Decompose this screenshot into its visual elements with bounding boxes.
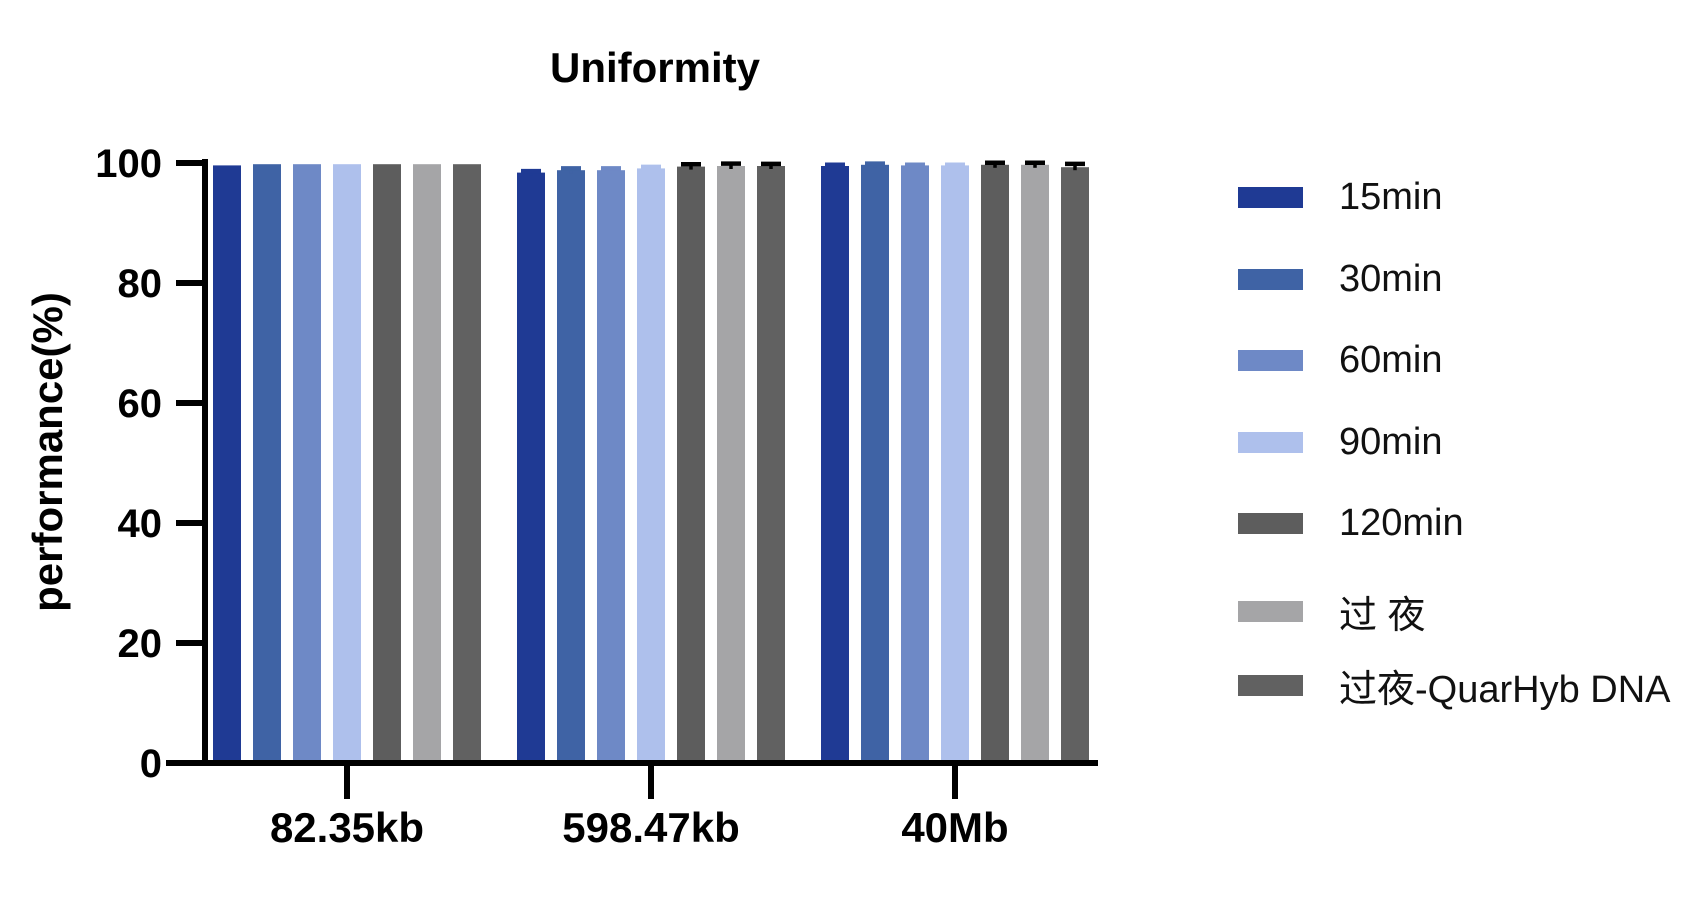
bar-60min-82.35kb <box>293 164 321 765</box>
bar-120min-598.47kb <box>677 166 705 766</box>
bar-90min-82.35kb <box>333 164 361 765</box>
bar-90min-598.47kb <box>637 168 665 765</box>
y-tick-label-80: 80 <box>118 262 163 306</box>
x-tick-label-40mb: 40Mb <box>901 804 1008 851</box>
y-tick-label-60: 60 <box>118 382 163 426</box>
bar-15min-82.35kb <box>213 165 241 765</box>
bar-过-夜-598.47kb <box>717 166 745 765</box>
bar-30min-598.47kb <box>557 170 585 765</box>
bar-120min-82.35kb <box>373 164 401 765</box>
y-tick-label-40: 40 <box>118 502 163 546</box>
y-tick-label-0: 0 <box>140 742 162 786</box>
bar-15min-40mb <box>821 166 849 765</box>
plot-area: 0 20 40 60 80 100 82.35kb 598.47kb 40Mb <box>95 142 1098 851</box>
x-tick-label-598.47kb: 598.47kb <box>562 804 739 851</box>
bar-过夜-quarhyb-dna-598.47kb <box>757 166 785 765</box>
y-tick-label-20: 20 <box>118 622 163 666</box>
bar-30min-82.35kb <box>253 164 281 765</box>
y-tick-label-100: 100 <box>95 142 162 186</box>
bar-过-夜-82.35kb <box>413 164 441 765</box>
bar-过-夜-40mb <box>1021 164 1049 766</box>
chart-title: Uniformity <box>550 44 761 91</box>
bar-15min-598.47kb <box>517 172 545 766</box>
bar-120min-40mb <box>981 164 1009 766</box>
bar-过夜-quarhyb-dna-40mb <box>1061 167 1089 765</box>
x-tick-label-82.35kb: 82.35kb <box>270 804 424 851</box>
y-axis-title: performance(%) <box>24 292 71 612</box>
bar-90min-40mb <box>941 165 969 765</box>
bar-60min-598.47kb <box>597 170 625 765</box>
bar-30min-40mb <box>861 164 889 766</box>
bar-60min-40mb <box>901 165 929 765</box>
bar-过夜-quarhyb-dna-82.35kb <box>453 164 481 765</box>
